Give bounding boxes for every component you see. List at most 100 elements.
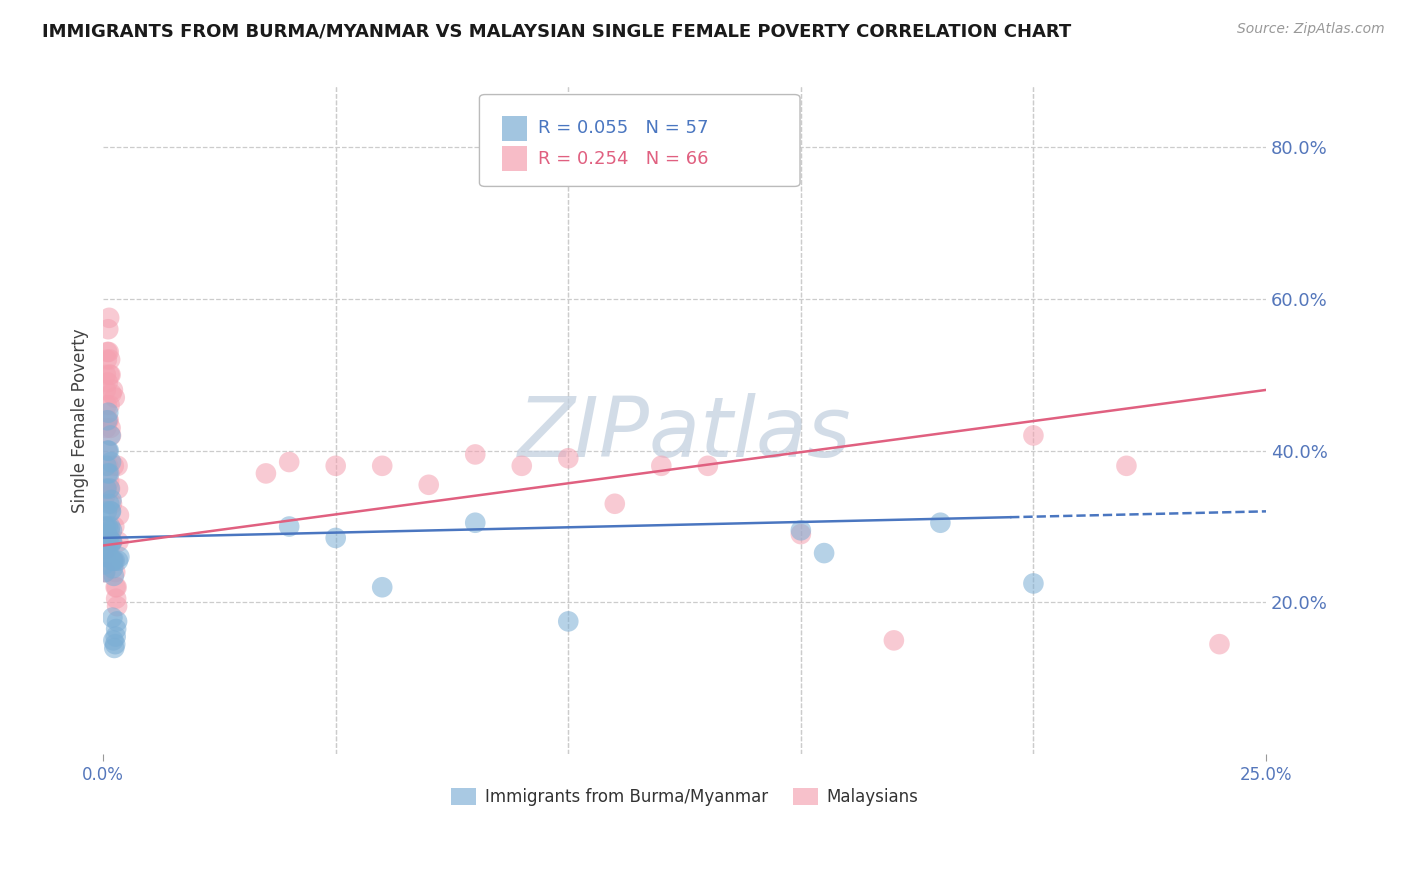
Point (107, 554, 129, 568)
Point (97, 458, 120, 473)
Point (103, 458, 125, 473)
Point (94, 383, 117, 397)
Point (325, 531, 347, 545)
Point (603, 497, 626, 511)
Point (98, 467, 121, 481)
Point (97, 539, 120, 553)
Point (104, 580, 127, 594)
Point (100, 493, 122, 508)
Point (100, 504, 122, 518)
Point (104, 554, 127, 568)
Point (104, 630, 127, 644)
Point (104, 565, 127, 579)
Point (97, 413, 120, 427)
Point (107, 534, 129, 549)
Point (97, 376, 120, 390)
Point (96, 458, 118, 473)
Point (96, 527, 118, 541)
Point (94, 542, 117, 557)
Point (107, 458, 129, 473)
Point (96, 352, 118, 367)
Point (97, 519, 120, 533)
Point (98, 524, 121, 538)
Point (93, 549, 115, 564)
Point (103, 554, 125, 568)
Point (510, 458, 533, 473)
Point (101, 554, 124, 568)
Text: Source: ZipAtlas.com: Source: ZipAtlas.com (1237, 22, 1385, 37)
Point (100, 421, 122, 435)
Point (418, 477, 440, 491)
Text: IMMIGRANTS FROM BURMA/MYANMAR VS MALAYSIAN SINGLE FEMALE POVERTY CORRELATION CHA: IMMIGRANTS FROM BURMA/MYANMAR VS MALAYSI… (42, 22, 1071, 40)
Point (108, 549, 131, 564)
Point (105, 599, 128, 614)
Point (94, 519, 117, 533)
Point (94, 542, 117, 557)
Point (100, 428, 122, 442)
Point (93, 542, 115, 557)
Point (101, 524, 124, 538)
Point (97, 467, 120, 481)
Y-axis label: Single Female Poverty: Single Female Poverty (72, 328, 89, 513)
Point (97, 322, 120, 336)
Point (103, 569, 125, 583)
Point (96, 345, 118, 359)
Point (97, 531, 120, 545)
Point (108, 508, 131, 523)
Point (100, 504, 122, 518)
Point (929, 516, 952, 530)
Point (94, 565, 117, 579)
Point (94, 489, 117, 503)
Point (104, 391, 127, 405)
Point (98, 519, 121, 533)
Point (105, 591, 128, 606)
Point (103, 554, 125, 568)
Point (1115, 458, 1137, 473)
Point (98, 482, 121, 496)
Point (96, 482, 118, 496)
Point (107, 482, 129, 496)
Point (790, 524, 813, 538)
Point (101, 561, 124, 575)
Point (813, 546, 835, 560)
Point (101, 534, 124, 549)
Point (1022, 576, 1045, 591)
Point (98, 474, 121, 488)
Text: ZIPatlas: ZIPatlas (517, 393, 852, 475)
Legend: Immigrants from Burma/Myanmar, Malaysians: Immigrants from Burma/Myanmar, Malaysian… (444, 781, 925, 813)
Point (101, 383, 124, 397)
Point (96, 421, 118, 435)
Point (883, 633, 905, 648)
Point (98, 352, 121, 367)
Point (98, 398, 121, 412)
Point (254, 467, 277, 481)
Point (97, 443, 120, 458)
Point (93, 565, 115, 579)
Point (94, 534, 117, 549)
Point (100, 455, 122, 469)
Point (100, 386, 122, 401)
Point (96, 398, 118, 412)
Point (94, 368, 117, 382)
Point (557, 615, 579, 629)
Point (278, 455, 301, 469)
Point (325, 458, 347, 473)
Point (1208, 637, 1230, 651)
Point (97, 345, 120, 359)
Point (1302, 425, 1324, 439)
Point (790, 527, 813, 541)
Point (93, 558, 115, 572)
Point (100, 368, 122, 382)
Point (105, 580, 128, 594)
Point (101, 610, 124, 624)
Point (464, 516, 486, 530)
Point (98, 497, 121, 511)
Point (105, 622, 128, 636)
Point (1395, 482, 1406, 496)
Point (96, 542, 118, 557)
Point (96, 443, 118, 458)
Point (96, 482, 118, 496)
Point (98, 482, 121, 496)
Point (97, 443, 120, 458)
Point (97, 406, 120, 420)
